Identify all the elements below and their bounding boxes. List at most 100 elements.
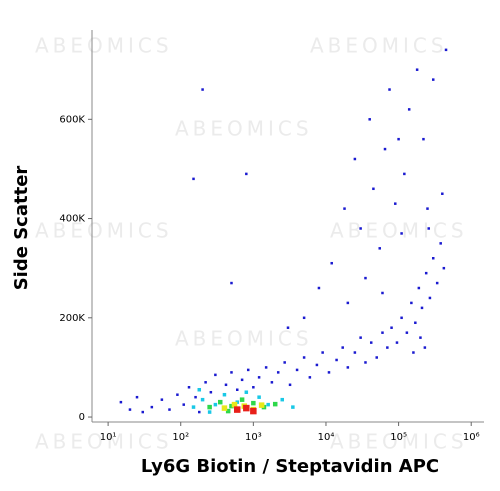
point [230,281,233,285]
point [317,286,321,290]
point [420,306,424,310]
point [239,397,245,402]
point [200,397,205,402]
point [192,177,195,181]
point [213,402,218,407]
x-tick-label: 10² [172,432,189,443]
point [397,137,400,141]
point [270,381,274,384]
point [400,232,403,235]
point [214,373,217,377]
point [233,406,241,413]
point [222,392,227,397]
x-tick-label: 10³ [245,432,262,443]
point [128,408,132,411]
point [381,331,384,334]
point [435,281,439,285]
point [176,393,179,396]
point [225,408,231,414]
point [368,118,371,121]
point [230,371,233,374]
point [217,399,223,405]
point [364,361,367,364]
point [431,257,435,260]
point [375,356,378,359]
point [246,368,250,372]
point [207,404,212,410]
point [291,405,295,409]
point [168,408,171,411]
point [150,405,154,409]
point [258,402,265,408]
y-tick-label: 600K [59,114,85,125]
point [251,400,256,406]
point [135,395,139,399]
point [264,366,268,369]
point [353,157,357,161]
point [346,366,350,369]
point [369,341,373,344]
point [315,363,319,367]
point [403,172,406,176]
x-tick-label: 10⁶ [463,432,480,443]
point [428,296,432,300]
point [302,356,306,359]
point [221,405,228,411]
point [330,261,333,265]
point [383,147,387,151]
point [412,351,415,354]
y-tick-label: 200K [59,313,85,324]
x-axis-title: Ly6G Biotin / Steptavidin APC [141,456,439,477]
point [394,202,397,205]
point [245,172,248,176]
x-tick-label: 10¹ [100,432,117,443]
point [244,390,249,394]
point [346,301,350,305]
x-tick-label: 10⁵ [390,432,407,443]
x-tick-label: 10⁴ [318,432,335,443]
point [160,398,164,401]
point [414,321,417,325]
watermark: ABEOMICS [175,117,313,141]
point [235,388,239,391]
point [302,316,306,320]
watermark: ABEOMICS [330,219,468,243]
point [119,400,123,404]
point [194,395,197,399]
point [243,404,250,412]
point [257,395,261,399]
point [364,276,367,280]
point [231,401,238,408]
point [141,410,145,414]
point [359,336,362,339]
point [252,386,255,389]
watermark: ABEOMICS [35,34,173,58]
point [201,88,204,91]
point [198,410,201,414]
point [197,387,202,392]
point [288,383,292,387]
y-tick-label: 0 [79,412,85,423]
point [442,266,446,270]
point [335,358,338,362]
point [378,247,381,250]
point [295,368,299,372]
point [424,271,428,275]
point [390,326,393,329]
watermark: ABEOMICS [310,34,448,58]
point [386,346,389,349]
point [276,371,280,374]
point [308,376,312,379]
point [286,326,290,329]
point [444,48,448,52]
point [204,381,207,384]
watermark: ABEOMICS [35,430,173,454]
point [388,88,391,91]
point [209,390,213,394]
point [191,405,196,409]
point [359,227,362,230]
point [423,346,427,349]
point [405,331,409,334]
point [353,351,357,354]
